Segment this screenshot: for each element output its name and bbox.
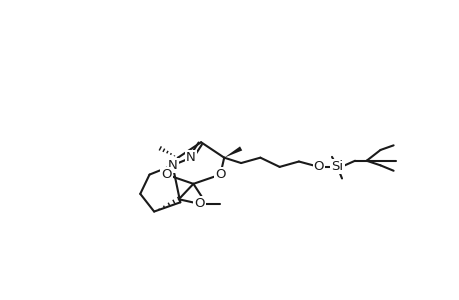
Text: O: O — [194, 197, 204, 210]
Text: O: O — [161, 168, 171, 181]
Text: Si: Si — [330, 160, 343, 173]
Text: O: O — [161, 168, 171, 181]
Text: N: N — [186, 151, 196, 164]
Text: N: N — [186, 151, 196, 164]
Text: O: O — [313, 160, 324, 173]
Text: N: N — [168, 159, 177, 172]
Text: O: O — [215, 168, 225, 181]
Text: Si: Si — [330, 160, 343, 173]
Text: O: O — [194, 197, 204, 210]
Text: O: O — [313, 160, 324, 173]
Text: O: O — [215, 168, 225, 181]
Text: N: N — [168, 159, 177, 172]
Polygon shape — [224, 146, 242, 158]
